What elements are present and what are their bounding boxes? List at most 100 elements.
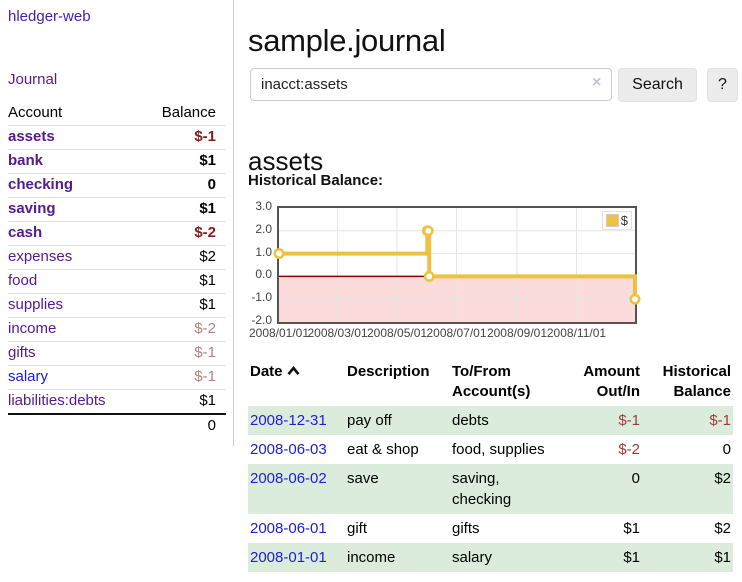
- chart-title: Historical Balance:: [248, 172, 384, 189]
- account-column-header: Account: [8, 104, 63, 121]
- accounts-total-row: 0: [8, 414, 226, 438]
- legend-swatch-icon: [605, 214, 619, 227]
- data-point-marker: [629, 293, 641, 305]
- y-axis-tick-label: 0.0: [255, 267, 272, 282]
- x-axis-tick-label: 2008/03/01: [307, 326, 368, 340]
- account-balance: 0: [207, 176, 216, 193]
- transaction-amount: $1: [623, 520, 640, 537]
- chart-canvas: [273, 208, 641, 322]
- account-link-salary[interactable]: salary: [8, 368, 49, 385]
- transaction-date-link[interactable]: 2008-06-01: [250, 520, 327, 537]
- register-row: 2008-01-01 income salary $1 $1: [248, 543, 733, 572]
- sidebar-item-journal[interactable]: Journal: [8, 71, 58, 88]
- transaction-accounts: saving, checking: [452, 470, 512, 508]
- account-balance: $2: [199, 248, 216, 265]
- account-balance: $-2: [194, 224, 216, 241]
- amount-column-header: Amount Out/In: [583, 363, 640, 400]
- transaction-date-link[interactable]: 2008-06-03: [250, 441, 327, 458]
- transaction-amount: $-1: [618, 412, 640, 429]
- account-link-income[interactable]: income: [8, 320, 57, 337]
- account-row: assets $-1: [8, 125, 226, 150]
- account-balance: $1: [199, 200, 216, 217]
- register-row: 2008-06-02 save saving, checking 0 $2: [248, 464, 733, 514]
- account-row: saving $1: [8, 197, 226, 222]
- date-column-header[interactable]: Date: [248, 358, 345, 406]
- chart-plot-area: $: [273, 206, 641, 324]
- transaction-description: save: [347, 470, 379, 487]
- historical-balance-chart: $ 3.0 2.0 1.0 0.0 -1.0 -2.0 2008/01/01 2008/03/…: [248, 199, 742, 348]
- transaction-balance: $2: [714, 520, 731, 537]
- account-row: gifts $-1: [8, 341, 226, 366]
- account-link-cash[interactable]: cash: [8, 224, 43, 241]
- transaction-date-link[interactable]: 2008-01-01: [250, 549, 327, 566]
- y-axis-tick-label: 2.0: [255, 221, 272, 236]
- help-button[interactable]: ?: [707, 68, 738, 102]
- account-link-liabilities-debts[interactable]: liabilities:debts: [8, 392, 106, 409]
- app-title-link[interactable]: hledger-web: [8, 8, 91, 25]
- transaction-accounts: debts: [452, 412, 489, 429]
- account-link-food[interactable]: food: [8, 272, 38, 289]
- clear-search-icon[interactable]: ×: [592, 74, 602, 91]
- transaction-date-link[interactable]: 2008-12-31: [250, 412, 327, 429]
- account-row: cash $-2: [8, 221, 226, 246]
- register-header-row: Date Description To/From Account(s) Amou…: [248, 358, 733, 406]
- sidebar: hledger-web Journal Account Balance asse…: [0, 0, 234, 446]
- account-link-supplies[interactable]: supplies: [8, 296, 64, 313]
- transaction-description: pay off: [347, 412, 392, 429]
- register-table: Date Description To/From Account(s) Amou…: [248, 358, 733, 572]
- accounts-table: Account Balance assets $-1 bank $1 checking 0…: [8, 101, 226, 438]
- search-input[interactable]: [250, 68, 612, 101]
- x-axis-tick-label: 2008/09/01: [486, 326, 547, 340]
- account-row: checking 0: [8, 173, 226, 198]
- account-link-assets[interactable]: assets: [8, 128, 55, 145]
- description-column-header: Description: [347, 363, 430, 380]
- x-axis-tick-label: 2008/05/01: [366, 326, 428, 340]
- x-axis-tick-label: 2008/07/01: [426, 326, 487, 340]
- legend-label: $: [620, 213, 628, 228]
- balance-column-header-register: Historical Balance: [662, 363, 731, 400]
- sort-ascending-icon: [287, 362, 300, 382]
- transaction-description: eat & shop: [347, 441, 419, 458]
- account-row: food $1: [8, 269, 226, 294]
- search-button[interactable]: Search: [618, 68, 697, 102]
- transaction-amount: $-2: [618, 441, 640, 458]
- account-balance: $-2: [194, 320, 216, 337]
- transaction-date-link[interactable]: 2008-06-02: [250, 470, 327, 487]
- page-title: sample.journal: [248, 22, 446, 58]
- x-axis-tick-label: 2008/11/01: [546, 326, 607, 340]
- account-row: liabilities:debts $1: [8, 389, 226, 415]
- account-balance: $-1: [194, 368, 216, 385]
- account-row: supplies $1: [8, 293, 226, 318]
- account-link-saving[interactable]: saving: [8, 200, 56, 217]
- data-point-marker: [422, 225, 434, 237]
- register-row: 2008-12-31 pay off debts $-1 $-1: [248, 406, 733, 435]
- transaction-amount: 0: [631, 470, 640, 487]
- search-form: × Search ?: [250, 68, 742, 102]
- account-row: income $-2: [8, 317, 226, 342]
- data-point-marker: [273, 248, 285, 260]
- account-balance: $-1: [194, 344, 216, 361]
- accounts-column-header: To/From Account(s): [452, 363, 531, 400]
- account-heading: assets: [248, 145, 324, 176]
- register-row: 2008-06-01 gift gifts $1 $2: [248, 514, 733, 543]
- transaction-balance: $-1: [709, 412, 731, 429]
- transaction-balance: $2: [714, 470, 731, 487]
- x-axis-tick-label: 2008/01/01: [248, 326, 310, 340]
- y-axis-tick-label: -1.0: [251, 290, 272, 305]
- transaction-description: gift: [347, 520, 368, 537]
- transaction-accounts: food, supplies: [452, 441, 545, 458]
- y-axis-tick-label: 1.0: [255, 244, 272, 259]
- account-link-bank[interactable]: bank: [8, 152, 44, 169]
- register-row: 2008-06-03 eat & shop food, supplies $-2 0: [248, 435, 733, 464]
- transaction-balance: $1: [714, 549, 731, 566]
- accounts-table-header: Account Balance: [8, 101, 226, 126]
- account-link-expenses[interactable]: expenses: [8, 248, 73, 265]
- y-axis-tick-label: 3.0: [255, 199, 272, 213]
- account-link-checking[interactable]: checking: [8, 176, 74, 193]
- account-link-gifts[interactable]: gifts: [8, 344, 36, 361]
- account-balance: $1: [199, 296, 216, 313]
- account-balance: $1: [199, 392, 216, 409]
- accounts-total-value: 0: [207, 417, 216, 434]
- transaction-amount: $1: [623, 549, 640, 566]
